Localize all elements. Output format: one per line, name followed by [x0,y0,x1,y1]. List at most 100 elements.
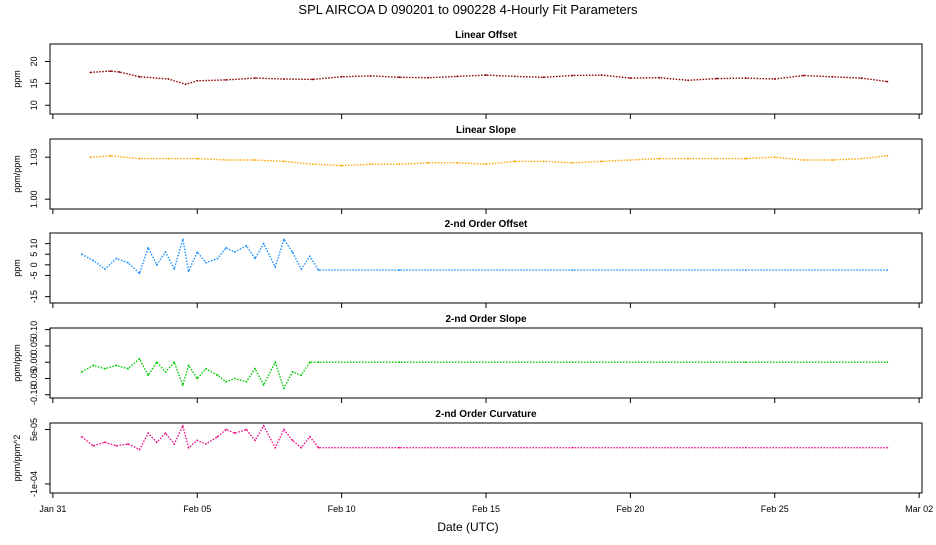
data-point [103,268,106,270]
data-point [115,364,118,367]
panel-title: 2-nd Order Offset [445,219,528,230]
data-point [456,75,459,78]
data-point [398,361,401,364]
data-point [225,78,228,81]
data-point [860,157,863,160]
y-tick-label: 20 [29,56,39,66]
data-point [262,425,265,427]
data-point [89,156,92,159]
data-point [311,163,314,166]
x-tick-label: Feb 10 [328,504,356,514]
data-series-line [90,70,888,86]
data-point [773,156,776,159]
data-point [398,446,401,449]
data-point [542,160,545,163]
data-point [658,76,661,79]
data-point [485,74,487,76]
data-point [196,79,199,82]
x-tick-label: Feb 05 [183,504,211,514]
data-point [173,443,176,445]
data-point [167,78,170,80]
y-tick-label: 1.03 [29,148,39,166]
data-point [744,77,747,80]
data-point [103,367,106,370]
panel-title: 2-nd Order Curvature [435,409,537,420]
data-point [196,377,199,380]
data-point [181,425,184,427]
data-point [225,428,228,431]
y-tick-label: 0.00 [29,353,39,371]
data-point [744,157,747,160]
data-point [300,268,303,270]
data-point [138,75,141,78]
data-point [103,441,106,444]
data-point [173,361,176,364]
data-point [254,77,256,80]
data-point [80,435,83,438]
data-point [115,257,118,260]
data-point [886,269,889,272]
data-point [92,259,95,262]
data-point [109,154,112,157]
data-point [340,75,343,78]
data-point [274,266,277,268]
data-point [225,159,228,161]
data-point [155,263,158,266]
data-point [687,157,690,160]
data-series-line [81,357,888,390]
data-point [184,83,187,86]
data-point [233,377,236,380]
data-point [181,384,184,386]
plot-frame [49,327,923,399]
data-point [571,161,574,164]
data-point [155,441,158,444]
data-point [254,159,256,161]
data-point [205,367,207,370]
data-point [118,71,121,73]
data-point [173,268,176,270]
data-point [600,160,603,163]
x-tick-label: Jan 31 [39,504,66,514]
x-tick-label: Feb 15 [472,504,500,514]
data-point [127,261,129,264]
panel-5: 2-nd Order Curvature -1e-04 5e-05 ppm/ppm^2… [12,409,933,514]
data-point [398,269,401,272]
y-tick-label: 10 [29,239,39,249]
panel-title: 2-nd Order Slope [445,314,527,325]
data-point [308,361,311,364]
data-point [147,374,150,377]
data-point [886,80,889,83]
data-series-line [81,237,888,275]
data-point [300,374,303,377]
data-point [127,443,129,445]
data-point [109,70,112,73]
data-point [317,269,320,272]
x-tick-label: Feb 25 [761,504,789,514]
data-point [225,246,228,249]
data-point [187,270,190,273]
data-point [513,75,516,78]
data-point [155,361,158,364]
data-point [369,163,372,166]
data-point [245,428,248,431]
data-point [196,157,199,160]
data-point [744,269,747,272]
data-point [115,444,118,447]
data-point [274,446,277,449]
y-tick-label: 15 [29,78,39,88]
data-point [127,367,129,370]
data-point [282,238,285,241]
y-tick-label: -0.05 [29,368,39,389]
y-tick-label: 10 [29,100,39,110]
data-point [513,160,516,163]
data-point [369,75,372,77]
data-point [233,251,236,253]
panel-3: 2-nd Order Offset -15 -5 0 5 10 ppm [12,219,923,308]
data-point [282,78,285,80]
data-point [138,157,141,160]
data-point [138,448,141,451]
data-point [80,253,83,256]
data-point [138,358,141,360]
data-point [274,361,277,364]
